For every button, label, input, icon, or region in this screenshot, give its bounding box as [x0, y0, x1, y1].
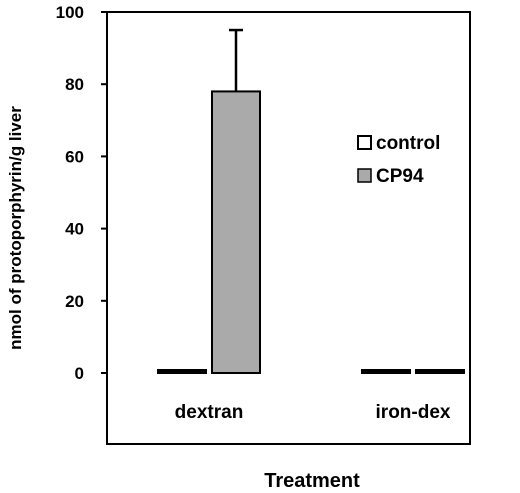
legend-label-cp94: CP94: [376, 166, 424, 187]
legend-label-control: control: [376, 133, 440, 154]
y-tick-label: 80: [65, 75, 84, 94]
y-tick-label: 60: [65, 147, 84, 166]
legend-swatch-control: [357, 135, 372, 150]
category-label-iron-dex: iron-dex: [376, 402, 451, 423]
bar-cp94-iron-dex: [415, 369, 465, 374]
legend: control CP94: [357, 133, 440, 187]
y-tick-label: 20: [65, 292, 84, 311]
bar-control-dextran: [157, 369, 207, 374]
category-labels: dextran iron-dex: [175, 402, 451, 423]
y-tick-label: 100: [56, 3, 84, 22]
category-label-dextran: dextran: [175, 402, 244, 423]
plot-frame: [106, 11, 471, 445]
legend-swatch-cp94: [357, 168, 372, 183]
bars: [157, 28, 465, 374]
y-axis-ticks: 0 20 40 60 80 100: [56, 3, 107, 383]
y-tick-label: 40: [65, 220, 84, 239]
bar-cp94-dextran: [211, 90, 261, 374]
x-axis-title: Treatment: [264, 470, 360, 492]
y-axis-title: nmol of protoporphyrin/g liver: [6, 106, 25, 350]
y-tick-label: 0: [75, 364, 84, 383]
bar-control-iron-dex: [361, 369, 411, 374]
